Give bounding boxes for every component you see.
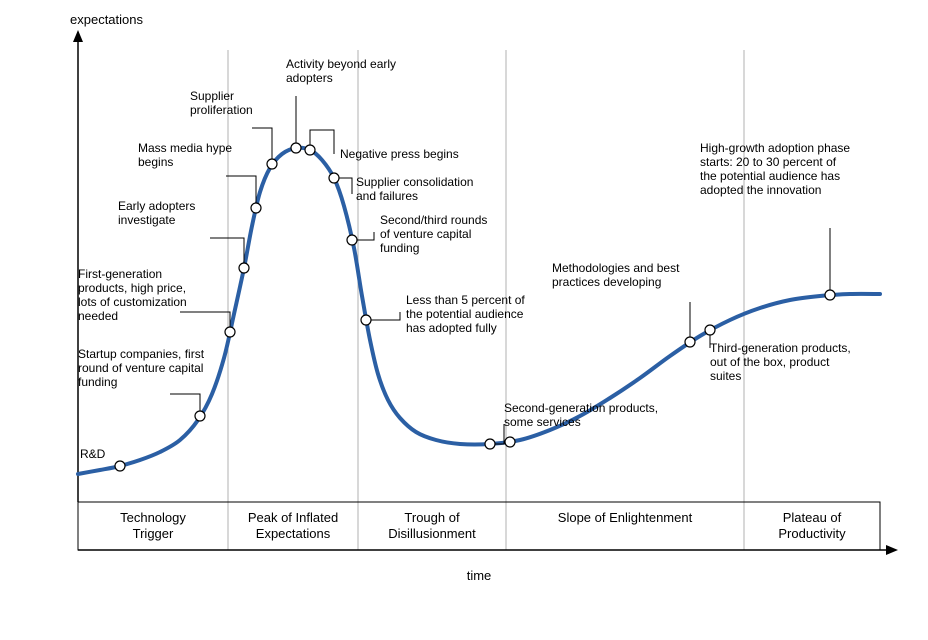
annotation-label: of venture capital <box>380 227 471 241</box>
annotation-label: practices developing <box>552 275 661 289</box>
phase-label: Disillusionment <box>388 526 476 541</box>
annotation-label: Less than 5 percent of <box>406 293 525 307</box>
phase-label: Technology <box>120 510 186 525</box>
x-axis-arrow <box>886 545 898 555</box>
curve-marker <box>705 325 715 335</box>
annotation-label: some services <box>504 415 581 429</box>
x-axis-label: time <box>467 568 492 583</box>
leader-line <box>180 312 230 332</box>
phase-label: Trigger <box>133 526 174 541</box>
annotation-label: Startup companies, first <box>78 347 205 361</box>
curve-marker <box>239 263 249 273</box>
annotation-label: Supplier consolidation <box>356 175 473 189</box>
phase-label: Trough of <box>404 510 460 525</box>
annotation-label: proliferation <box>190 103 253 117</box>
annotation-label: High-growth adoption phase <box>700 141 850 155</box>
annotation-label: funding <box>380 241 419 255</box>
annotation-label: Mass media hype <box>138 141 232 155</box>
annotation-label: lots of customization <box>78 295 187 309</box>
curve-marker <box>505 437 515 447</box>
annotation-label: Supplier <box>190 89 234 103</box>
leader-line <box>252 128 272 164</box>
annotation-label: investigate <box>118 213 176 227</box>
curve-marker <box>251 203 261 213</box>
leader-line <box>226 176 256 208</box>
annotation-label: First-generation <box>78 267 162 281</box>
curve-marker <box>329 173 339 183</box>
phase-label: Peak of Inflated <box>248 510 338 525</box>
annotation-label: Early adopters <box>118 199 195 213</box>
annotation-label: Methodologies and best <box>552 261 680 275</box>
annotation-label: Second/third rounds <box>380 213 487 227</box>
annotation-label: Activity beyond early <box>286 57 396 71</box>
annotation-label: products, high price, <box>78 281 186 295</box>
annotation-label: needed <box>78 309 118 323</box>
phase-label: Slope of Enlightenment <box>558 510 693 525</box>
annotation-label: starts: 20 to 30 percent of <box>700 155 837 169</box>
annotation-label: Negative press begins <box>340 147 459 161</box>
hype-cycle-chart: TechnologyTrigger Peak of InflatedExpecta… <box>0 0 928 640</box>
curve-marker <box>825 290 835 300</box>
annotation-label: Third-generation products, <box>710 341 851 355</box>
curve-marker <box>347 235 357 245</box>
annotation-label: funding <box>78 375 117 389</box>
curve-marker <box>685 337 695 347</box>
annotation-label: round of venture capital <box>78 361 203 375</box>
annotation-label: Second-generation products, <box>504 401 658 415</box>
annotation-label: has adopted fully <box>406 321 497 335</box>
phase-box <box>78 502 880 550</box>
phase-label: Productivity <box>778 526 846 541</box>
annotation-label: the potential audience <box>406 307 524 321</box>
curve-marker <box>361 315 371 325</box>
curve-marker <box>225 327 235 337</box>
annotation-label: R&D <box>80 447 106 461</box>
phase-label: Plateau of <box>783 510 842 525</box>
leader-line <box>210 238 244 268</box>
y-axis-arrow <box>73 30 83 42</box>
annotation-label: and failures <box>356 189 418 203</box>
curve-marker <box>485 439 495 449</box>
annotation-label: begins <box>138 155 173 169</box>
y-axis-label: expectations <box>70 12 143 27</box>
curve-marker <box>305 145 315 155</box>
curve-marker <box>291 143 301 153</box>
chart-svg: TechnologyTrigger Peak of InflatedExpecta… <box>0 0 928 640</box>
curve-marker <box>115 461 125 471</box>
curve-marker <box>267 159 277 169</box>
curve-marker <box>195 411 205 421</box>
annotation-label: out of the box, product <box>710 355 830 369</box>
annotation-label: adopted the innovation <box>700 183 821 197</box>
phase-label: Expectations <box>256 526 331 541</box>
annotation-label: suites <box>710 369 741 383</box>
annotation-label: the potential audience has <box>700 169 840 183</box>
annotation-label: adopters <box>286 71 333 85</box>
